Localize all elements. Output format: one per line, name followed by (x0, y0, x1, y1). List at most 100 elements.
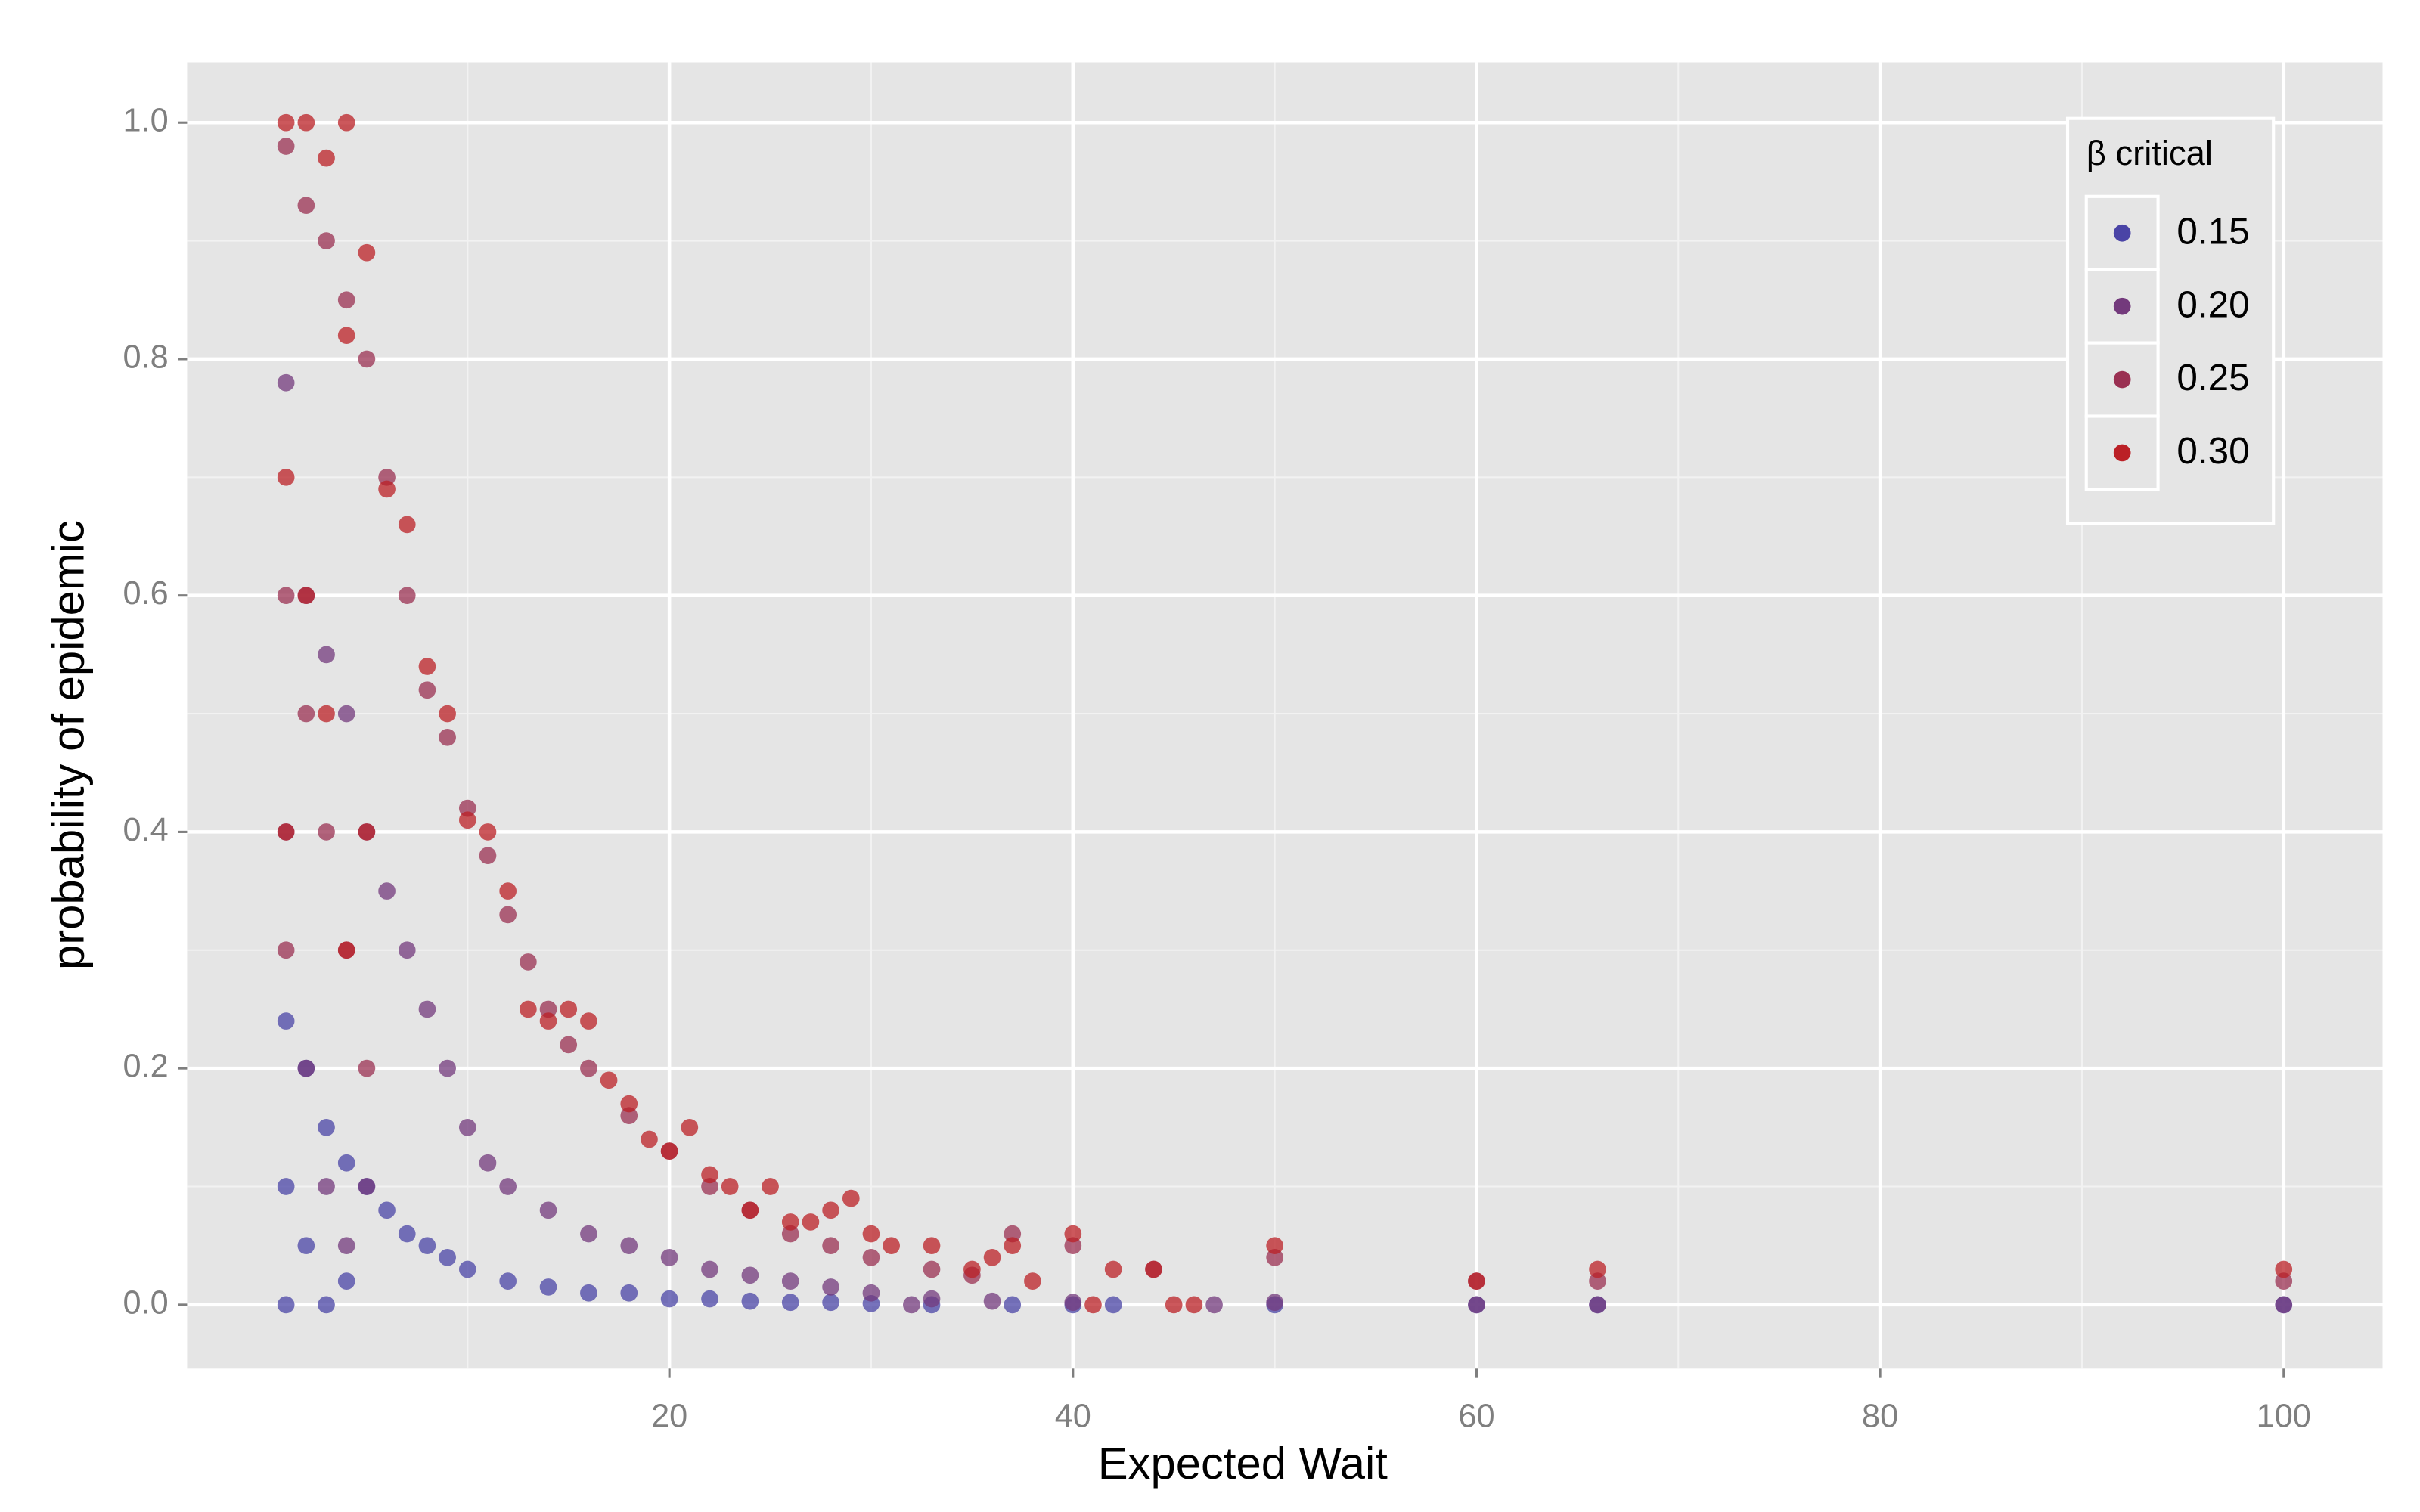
point (701, 1166, 718, 1184)
point (721, 1178, 739, 1195)
point (439, 1059, 456, 1077)
point (660, 1290, 678, 1308)
point (318, 1178, 335, 1195)
axes: 20 40 60 80 100 0.0 0.2 0.4 0.6 0.8 1.0 (123, 103, 2311, 1435)
point (358, 1178, 376, 1195)
point (337, 941, 355, 959)
point (337, 1237, 355, 1255)
point (701, 1290, 718, 1308)
point (378, 1201, 396, 1219)
point (277, 138, 295, 155)
point (1468, 1296, 1485, 1314)
point (883, 1237, 900, 1255)
x-tick-label: 60 (1458, 1399, 1494, 1435)
point (1185, 1296, 1203, 1314)
point (741, 1292, 759, 1310)
point (1004, 1225, 1022, 1243)
point (358, 823, 376, 841)
point (378, 882, 396, 900)
point (520, 953, 537, 971)
point (1589, 1296, 1606, 1314)
point (539, 1201, 557, 1219)
point (1004, 1237, 1022, 1255)
point (600, 1071, 618, 1089)
y-tick-label: 0.0 (123, 1284, 169, 1321)
point (358, 243, 376, 262)
point (318, 149, 335, 167)
point (318, 1118, 335, 1136)
point (297, 1059, 315, 1077)
grid (187, 62, 2383, 1369)
point (1165, 1296, 1183, 1314)
point (822, 1294, 839, 1312)
point (277, 373, 295, 392)
legend: β critical 0.15 0.20 0.25 0.30 (2065, 116, 2276, 525)
plot-panel (187, 62, 2383, 1369)
point (479, 823, 497, 841)
point (620, 1284, 638, 1302)
point (337, 1154, 355, 1172)
point (1266, 1248, 1283, 1266)
point (539, 1000, 557, 1018)
legend-marker (2113, 224, 2131, 242)
point (1084, 1296, 1102, 1314)
point (781, 1225, 799, 1243)
point (277, 468, 295, 486)
point (1266, 1294, 1283, 1312)
point (520, 1000, 537, 1018)
point (297, 197, 315, 215)
point (418, 1237, 436, 1255)
point (318, 823, 335, 841)
point (701, 1178, 718, 1195)
point (277, 1178, 295, 1195)
legend-label: 0.20 (2176, 284, 2249, 325)
legend-marker (2113, 370, 2131, 389)
points (277, 113, 2293, 1314)
x-axis-title: Expected Wait (1098, 1438, 1388, 1489)
point (2275, 1260, 2293, 1278)
y-axis-title: probability of epidemic (43, 520, 94, 970)
point (277, 113, 295, 132)
point (539, 1012, 557, 1030)
point (862, 1284, 880, 1302)
legend-label: 0.30 (2176, 430, 2249, 472)
y-tick-label: 0.2 (123, 1049, 169, 1085)
point (560, 1000, 578, 1018)
point (398, 941, 416, 959)
point (337, 291, 355, 309)
point (318, 232, 335, 249)
point (701, 1260, 718, 1278)
point (580, 1225, 597, 1243)
point (418, 681, 436, 699)
legend-marker (2113, 297, 2131, 315)
point (358, 1059, 376, 1077)
point (297, 587, 315, 605)
point (660, 1142, 678, 1160)
point (842, 1189, 860, 1207)
point (620, 1237, 638, 1255)
point (923, 1290, 941, 1308)
point (681, 1118, 699, 1136)
point (499, 1272, 517, 1290)
point (781, 1272, 799, 1290)
point (902, 1296, 920, 1314)
point (418, 1000, 436, 1018)
point (620, 1095, 638, 1113)
point (358, 350, 376, 368)
point (458, 799, 476, 817)
point (458, 811, 476, 829)
point (499, 1178, 517, 1195)
point (1104, 1260, 1122, 1278)
point (1064, 1237, 1082, 1255)
point (741, 1266, 759, 1284)
point (620, 1107, 638, 1125)
point (398, 516, 416, 534)
point (418, 658, 436, 675)
point (1064, 1225, 1082, 1243)
point (923, 1237, 941, 1255)
point (1468, 1272, 1485, 1290)
point (337, 113, 355, 132)
point (337, 705, 355, 723)
